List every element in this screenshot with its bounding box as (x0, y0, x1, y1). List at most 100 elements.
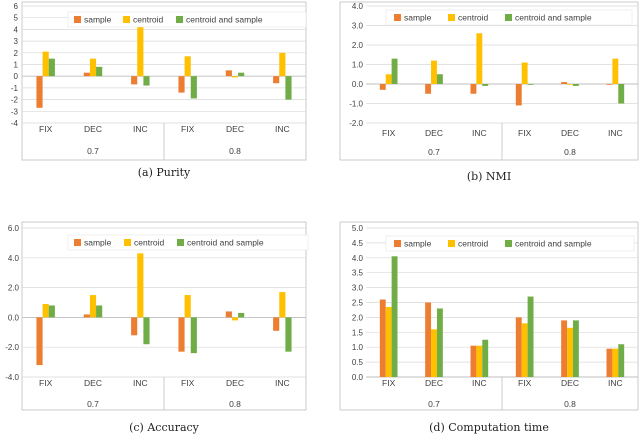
x-tick-label: INC (133, 124, 148, 134)
bar-centroid-and-sample (48, 58, 55, 77)
x-tick-label: DEC (425, 378, 443, 388)
y-tick-label: -1 (11, 84, 19, 93)
x-tick-label: FIX (518, 128, 532, 138)
x-tick-label: DEC (561, 128, 579, 138)
bar-centroid (521, 323, 528, 377)
chart-panel-2: -2.0 -1.0 0.0 1.0 2.0 3.0 4.0 FIX DEC INC FIX DEC IN… (339, 1, 639, 183)
legend-label-sample: sample (84, 15, 112, 25)
y-tick-label: 1.0 (352, 343, 364, 352)
chart-panel-3: -4.0 -2.0 0.0 2.0 4.0 6.0 FIX DEC INC FIX DEC INC 0.… (5, 221, 309, 434)
chart-panel-4: 0.0 0.5 1.0 1.5 2.0 2.5 3.0 3.5 4.0 4.5 5.0 FIX DEC I… (339, 221, 639, 434)
legend: sample centroid centroid and sample (67, 11, 307, 28)
bar-centroid (431, 60, 437, 84)
bar-centroid (42, 51, 49, 77)
bar-centroid (231, 76, 239, 78)
chart-panel-1: -4 -3 -2 -1 0 1 2 3 4 5 6 FIX DEC INC FIX DEC INC 0.7 0.8 s… (11, 1, 307, 179)
legend: sample centroid centroid and sample (385, 235, 635, 252)
x-tick-label: DEC (226, 124, 244, 134)
bar-sample (36, 317, 43, 366)
bar-centroid-and-sample (391, 58, 398, 84)
legend-label-centroid-and-sample: centroid and sample (515, 13, 592, 23)
legend-swatch-centroid (448, 240, 455, 247)
bar-centroid (567, 84, 573, 85)
y-tick-label: 5 (14, 14, 19, 23)
legend-swatch-sample (394, 240, 401, 247)
x-tick-label: DEC (226, 378, 244, 388)
bar-centroid (385, 74, 392, 84)
bar-centroid (476, 33, 483, 84)
bar-centroid-and-sample (436, 74, 443, 84)
y-tick-label: -4.0 (5, 373, 19, 382)
bar-centroid-and-sample (436, 308, 443, 377)
legend-label-centroid-and-sample: centroid and sample (187, 238, 264, 248)
bar-sample (225, 311, 232, 318)
y-tick-label: 3.5 (352, 269, 364, 278)
legend-swatch-centroid-and-sample (505, 240, 512, 247)
bar-sample (131, 317, 138, 336)
bar-centroid-and-sample (285, 76, 292, 100)
bar-centroid (612, 348, 619, 377)
y-tick-label: 2.0 (352, 313, 364, 322)
bar-centroid-and-sample (572, 84, 579, 86)
y-tick-label: 0.5 (352, 358, 364, 367)
bar-centroid (567, 327, 573, 377)
y-tick-label: 4.5 (352, 239, 364, 248)
bar-centroid (137, 253, 144, 318)
group-label: 0.8 (564, 147, 576, 157)
bar-sample (425, 302, 432, 377)
y-tick-label: 0.0 (352, 373, 364, 382)
bar-sample (470, 345, 477, 377)
bar-centroid (184, 56, 191, 77)
legend-label-sample: sample (84, 238, 112, 248)
legend-box (67, 234, 309, 251)
bar-centroid (137, 25, 144, 77)
bar-sample (36, 76, 43, 108)
bar-sample (178, 317, 185, 352)
x-tick-label: INC (472, 378, 487, 388)
legend-swatch-centroid-and-sample (505, 14, 512, 21)
bar-centroid (279, 52, 286, 77)
x-tick-label: FIX (181, 378, 195, 388)
bar-sample (83, 314, 90, 318)
bar-sample (425, 84, 432, 94)
legend-swatch-sample (394, 14, 401, 21)
bar-sample (470, 84, 477, 94)
x-tick-label: DEC (84, 378, 102, 388)
group-label: 0.8 (229, 146, 241, 156)
legend-swatch-sample (74, 239, 81, 246)
x-tick-label: DEC (84, 124, 102, 134)
legend-swatch-centroid (123, 16, 130, 23)
x-tick-label: FIX (382, 128, 396, 138)
chart-caption: (a) Purity (138, 166, 191, 179)
bar-sample (606, 348, 613, 377)
bar-sample (225, 70, 232, 77)
legend-label-centroid-and-sample: centroid and sample (515, 239, 592, 249)
chart-frame (339, 1, 639, 161)
bar-sample (379, 299, 386, 377)
y-tick-label: -2.0 (349, 119, 363, 128)
y-tick-label: -1.0 (349, 100, 363, 109)
chart-caption: (c) Accuracy (129, 421, 200, 434)
bar-sample (273, 76, 280, 84)
y-tick-label: 1.5 (352, 328, 364, 337)
bar-centroid (231, 317, 239, 321)
bar-centroid-and-sample (572, 320, 579, 377)
y-tick-label: 0.0 (8, 313, 20, 322)
bar-centroid (476, 345, 483, 377)
bar-centroid (279, 292, 286, 318)
legend: sample centroid centroid and sample (385, 9, 633, 26)
y-tick-label: 1 (14, 61, 19, 70)
y-tick-label: 2.0 (352, 41, 364, 50)
bar-centroid-and-sample (285, 317, 292, 352)
bar-centroid-and-sample (391, 256, 398, 377)
x-tick-label: INC (608, 128, 623, 138)
legend-swatch-centroid-and-sample (177, 239, 184, 246)
y-tick-label: 0.0 (352, 80, 364, 89)
legend-label-sample: sample (404, 239, 432, 249)
y-tick-label: 4.0 (352, 254, 364, 263)
x-tick-label: FIX (181, 124, 195, 134)
y-tick-label: 4 (14, 25, 19, 34)
group-label: 0.8 (229, 399, 241, 409)
legend-label-centroid: centroid (134, 238, 165, 248)
bar-sample (273, 317, 280, 331)
